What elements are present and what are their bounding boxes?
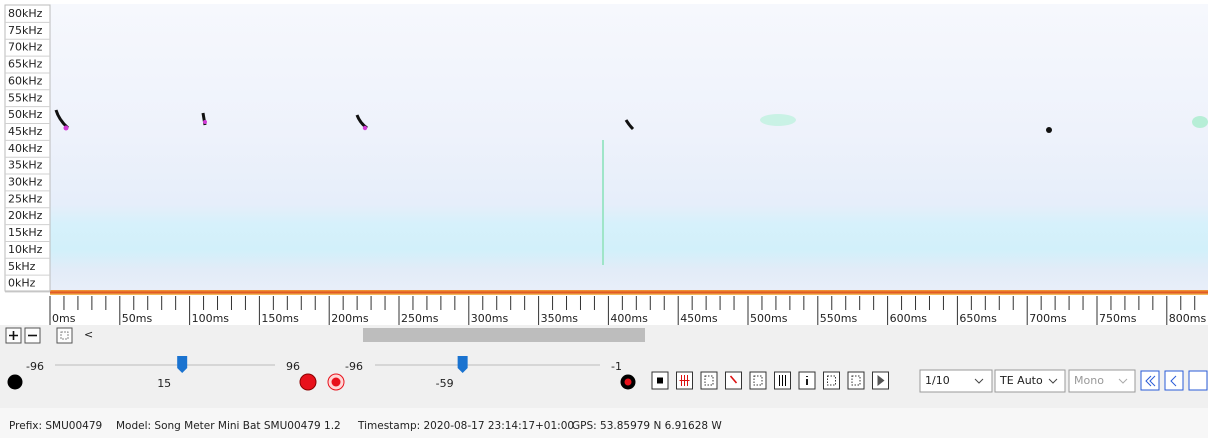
slider-1-value: 15 xyxy=(157,377,171,390)
channel-dropdown[interactable]: Mono xyxy=(1069,370,1135,392)
frequency-label: 10kHz xyxy=(8,243,43,256)
slider-1-min: -96 xyxy=(26,360,44,373)
forward-button[interactable] xyxy=(1189,371,1207,390)
frequency-label: 50kHz xyxy=(8,108,43,121)
frequency-label: 60kHz xyxy=(8,74,43,87)
frequency-label: 20kHz xyxy=(8,209,43,222)
spectrogram xyxy=(50,4,1208,290)
zoom-in-button[interactable] xyxy=(6,328,21,343)
time-label: 100ms xyxy=(192,312,230,325)
time-label: 700ms xyxy=(1029,312,1067,325)
fit-button[interactable] xyxy=(57,328,72,343)
zoom-button[interactable] xyxy=(701,372,717,389)
button-frame xyxy=(848,372,864,389)
status-timestamp: Timestamp: 2020-08-17 23:14:17+01:00 xyxy=(357,420,574,432)
slider-2-value: -59 xyxy=(436,377,454,390)
black-dot xyxy=(8,375,23,390)
frequency-label: 30kHz xyxy=(8,176,43,189)
time-label: 200ms xyxy=(331,312,369,325)
scroll-left[interactable]: < xyxy=(84,328,93,341)
play-button[interactable] xyxy=(873,372,889,389)
button-frame xyxy=(750,372,766,389)
time-label: 50ms xyxy=(122,312,153,325)
back-button[interactable] xyxy=(1165,371,1183,390)
time-label: 250ms xyxy=(401,312,439,325)
time-label: 500ms xyxy=(750,312,788,325)
scrollbar-thumb[interactable] xyxy=(363,328,645,342)
frequency-label: 25kHz xyxy=(8,192,43,205)
status-model: Model: Song Meter Mini Bat SMU00479 1.2 xyxy=(116,420,341,432)
status-gps: GPS: 53.85979 N 6.91628 W xyxy=(572,420,722,432)
frequency-label: 45kHz xyxy=(8,125,43,138)
time-label: 300ms xyxy=(471,312,509,325)
frequency-label: 0kHz xyxy=(8,277,36,290)
time-label: 350ms xyxy=(541,312,579,325)
trigger-dropdown[interactable]: TE Auto xyxy=(995,370,1065,392)
slider-2-max: -1 xyxy=(611,360,622,373)
frequency-label: 15kHz xyxy=(8,226,43,239)
button-frame xyxy=(701,372,717,389)
bars-button[interactable] xyxy=(775,372,791,389)
frequency-axis: 80kHz 75kHz 70kHz 65kHz 60kHz 55kHz 50kHz 45kHz… xyxy=(5,5,50,292)
stop-button[interactable] xyxy=(652,372,668,389)
page-value: 1/10 xyxy=(925,374,950,387)
cursor-button[interactable] xyxy=(677,372,693,389)
rewind-button[interactable] xyxy=(1141,371,1159,390)
grid-button[interactable] xyxy=(848,372,864,389)
icon xyxy=(680,375,690,386)
zoom-out-button[interactable] xyxy=(25,328,40,343)
points-button[interactable] xyxy=(750,372,766,389)
time-label: 0ms xyxy=(52,312,76,325)
info-button[interactable] xyxy=(799,372,815,389)
frequency-label: 35kHz xyxy=(8,159,43,172)
frequency-label: 75kHz xyxy=(8,24,43,37)
frequency-label: 70kHz xyxy=(8,41,43,54)
page-dropdown[interactable]: 1/10 xyxy=(920,370,992,392)
time-label: 650ms xyxy=(959,312,997,325)
frequency-label: 80kHz xyxy=(8,7,43,20)
time-label: 150ms xyxy=(261,312,299,325)
spectrogram-app: 80kHz 75kHz 70kHz 65kHz 60kHz 55kHz 50kHz 45kHz… xyxy=(0,0,1208,438)
slider-1-max: 96 xyxy=(286,360,300,373)
time-label: 800ms xyxy=(1169,312,1207,325)
frequency-label: 65kHz xyxy=(8,58,43,71)
trigger-value: TE Auto xyxy=(999,374,1043,387)
status-prefix: Prefix: SMU00479 xyxy=(9,420,102,432)
mark-button[interactable] xyxy=(726,372,742,389)
icon xyxy=(657,378,663,384)
alpha-button[interactable] xyxy=(824,372,840,389)
slider-2-min: -96 xyxy=(345,360,363,373)
channel-value: Mono xyxy=(1074,374,1104,387)
baseline xyxy=(50,290,1208,295)
frequency-label: 55kHz xyxy=(8,91,43,104)
time-axis: 0ms 50ms 100ms 150ms 200ms 250ms 300ms 350ms 400… xyxy=(50,296,1207,326)
frequency-label: 5kHz xyxy=(8,260,36,273)
time-label: 550ms xyxy=(820,312,858,325)
time-label: 750ms xyxy=(1099,312,1137,325)
time-label: 600ms xyxy=(890,312,928,325)
red-dot[interactable] xyxy=(300,374,316,390)
frequency-label: 40kHz xyxy=(8,142,43,155)
time-label: 400ms xyxy=(610,312,648,325)
time-label: 450ms xyxy=(680,312,718,325)
button-frame xyxy=(824,372,840,389)
